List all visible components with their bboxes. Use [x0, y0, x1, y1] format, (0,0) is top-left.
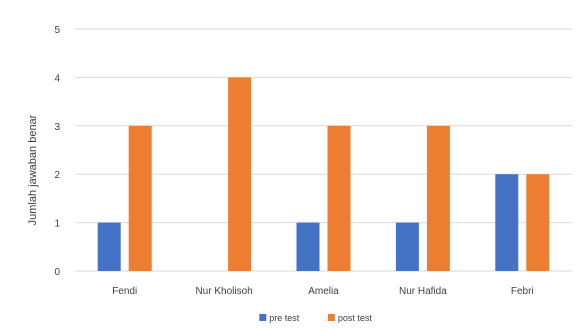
bar-pre-test-fendi	[97, 222, 121, 271]
legend-swatch-pre-test	[259, 314, 267, 321]
x-tick-label: Nur Hafida	[399, 286, 447, 297]
bar-post-test-fendi	[128, 125, 152, 271]
legend-swatch-post-test	[327, 314, 335, 321]
x-tick-label: Fendi	[112, 286, 137, 297]
bar-pre-test-amelia	[296, 222, 320, 271]
legend: pre test post test	[259, 313, 372, 323]
y-tick-label: 1	[54, 219, 60, 230]
bar-pre-test-nur-hafida	[395, 222, 419, 271]
x-tick-label: Nur Kholisoh	[195, 286, 252, 297]
x-axis-ticks: Fendi Nur Kholisoh Amelia Nur Hafida Febri	[112, 286, 534, 297]
bar-post-test-amelia	[327, 125, 351, 271]
gridlines	[75, 28, 572, 272]
bar-post-test-nur-kholisoh	[228, 77, 252, 272]
y-tick-label: 5	[54, 25, 60, 36]
y-axis-label: Jumlah jawaban benar	[27, 114, 39, 225]
legend-label: pre test	[269, 313, 300, 323]
y-tick-label: 4	[54, 73, 60, 84]
y-tick-label: 0	[54, 267, 60, 278]
y-tick-label: 3	[54, 122, 60, 133]
bar-post-test-febri	[526, 174, 550, 271]
bar-pre-test-febri	[495, 174, 519, 271]
y-tick-label: 2	[54, 170, 60, 181]
bars	[97, 77, 550, 272]
x-tick-label: Febri	[511, 286, 534, 297]
y-axis-ticks: 0 1 2 3 4 5	[54, 25, 60, 278]
bar-post-test-nur-hafida	[426, 125, 450, 271]
x-tick-label: Amelia	[308, 286, 339, 297]
legend-label: post test	[338, 313, 373, 323]
